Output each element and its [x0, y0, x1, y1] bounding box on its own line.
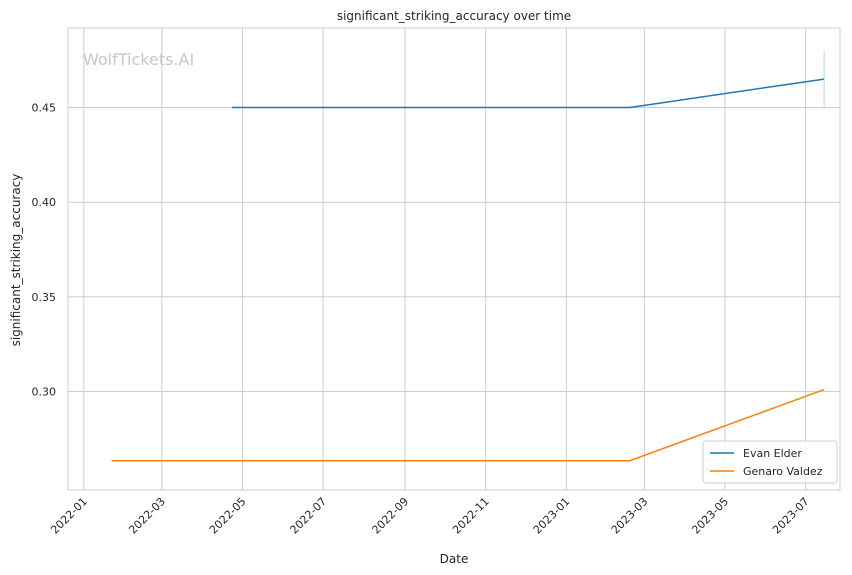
grid — [68, 28, 840, 490]
legend-box — [702, 440, 838, 484]
series-line-evan-elder — [231, 78, 825, 109]
y-tick-label: 0.40 — [32, 196, 57, 209]
y-tick-label: 0.35 — [32, 291, 57, 304]
x-tick-label: 2022-01 — [48, 495, 90, 537]
chart-title: significant_striking_accuracy over time — [337, 9, 571, 23]
legend: Evan Elder Genaro Valdez — [702, 440, 838, 484]
x-tick-label: 2022-05 — [207, 495, 249, 537]
y-tick-label: 0.30 — [32, 386, 57, 399]
y-tick-labels: 0.30 0.35 0.40 0.45 — [32, 102, 57, 399]
x-tick-label: 2023-01 — [531, 495, 573, 537]
x-tick-label: 2022-09 — [370, 495, 412, 537]
x-tick-label: 2022-11 — [450, 495, 492, 537]
legend-label-evan-elder: Evan Elder — [743, 447, 802, 460]
x-tick-label: 2023-05 — [689, 495, 731, 537]
x-tick-label: 2023-03 — [609, 495, 651, 537]
x-tick-label: 2022-03 — [126, 495, 168, 537]
y-axis-title: significant_striking_accuracy — [9, 174, 23, 347]
watermark: WolfTickets.AI — [83, 50, 194, 69]
x-tick-label: 2023-07 — [770, 495, 812, 537]
y-tick-label: 0.45 — [32, 102, 57, 115]
plot-frame — [67, 27, 841, 491]
x-tick-label: 2022-07 — [288, 495, 330, 537]
series-layer — [111, 50, 825, 462]
x-tick-labels: 2022-01 2022-03 2022-05 2022-07 2022-09 2022-… — [48, 495, 811, 537]
x-axis-title: Date — [440, 552, 469, 566]
series-line-genaro-valdez — [111, 388, 825, 462]
legend-label-genaro-valdez: Genaro Valdez — [743, 465, 823, 478]
